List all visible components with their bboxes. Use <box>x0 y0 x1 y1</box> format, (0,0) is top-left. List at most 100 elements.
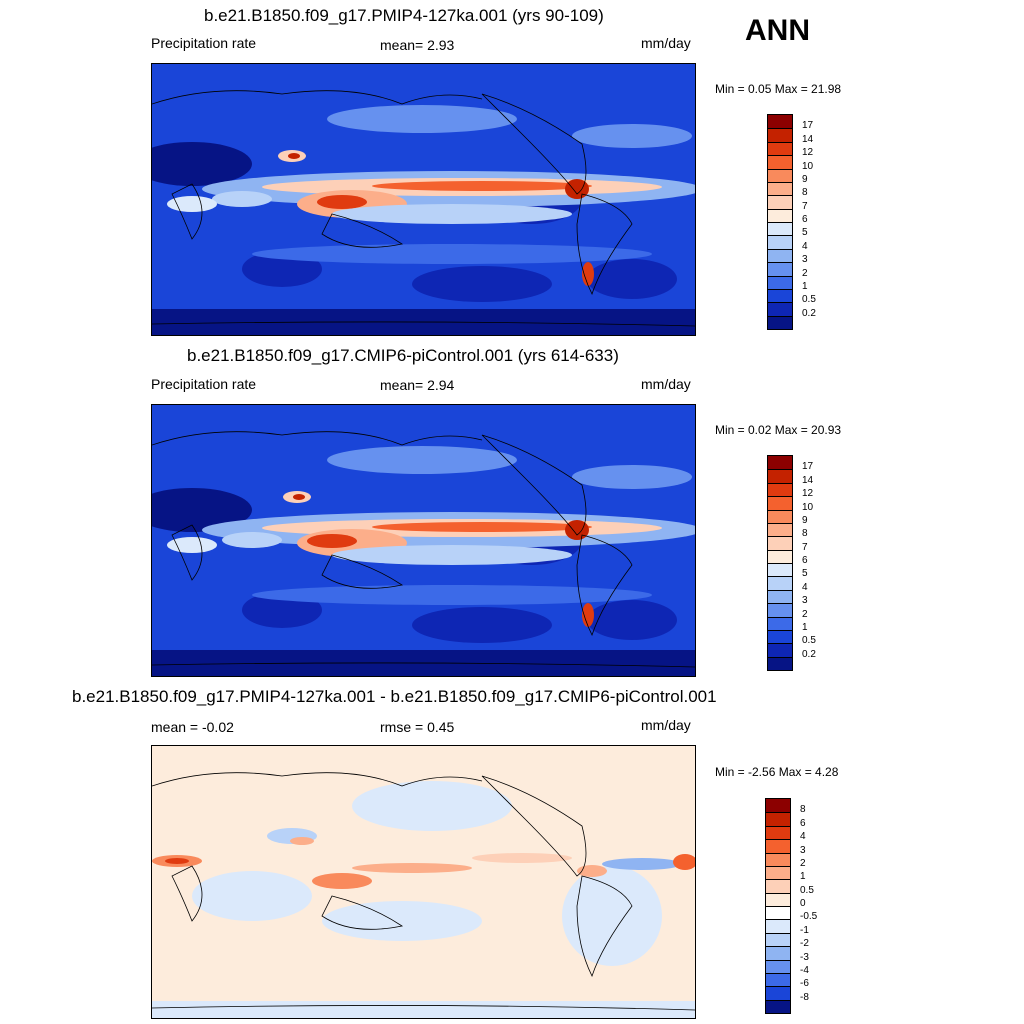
colorbar-tick-label: 0.5 <box>802 635 816 647</box>
colorbar-tick-label: 8 <box>802 528 808 540</box>
colorbar-segment <box>768 563 792 577</box>
colorbar-tick-label: 1 <box>802 621 808 633</box>
colorbar-segment <box>766 839 790 853</box>
panel-2-colorbar <box>767 455 793 671</box>
colorbar-segment <box>766 812 790 826</box>
panel-1-title: b.e21.B1850.f09_g17.PMIP4-127ka.001 (yrs… <box>204 6 604 25</box>
colorbar-segment <box>766 799 790 813</box>
colorbar-segment <box>766 865 790 880</box>
season-label: ANN <box>745 14 810 47</box>
colorbar-tick-label: 2 <box>802 267 808 279</box>
colorbar-segment <box>768 456 792 470</box>
colorbar-tick-label: 9 <box>802 514 808 526</box>
colorbar-segment <box>768 576 792 590</box>
colorbar-tick-label: 1 <box>802 280 808 292</box>
colorbar-tick-label: -0.5 <box>800 911 818 923</box>
colorbar-segment <box>768 262 792 276</box>
colorbar-tick-label: 0.2 <box>802 648 816 660</box>
colorbar-tick-label: 12 <box>802 147 814 159</box>
colorbar-tick-label: 5 <box>802 227 808 239</box>
colorbar-segment <box>768 181 792 196</box>
colorbar-tick-label: 2 <box>800 857 806 869</box>
colorbar-tick-label: 2 <box>802 608 808 620</box>
colorbar-segment <box>768 616 792 630</box>
colorbar-segment <box>766 879 790 893</box>
colorbar-tick-label: -2 <box>800 938 809 950</box>
colorbar-tick-label: 12 <box>802 488 814 500</box>
panel-3-minmax-label: Min = -2.56 Max = 4.28 <box>715 765 839 779</box>
colorbar-tick-label: -4 <box>800 964 809 976</box>
colorbar-tick-label: 1 <box>800 871 806 883</box>
panel-3-mean-label: mean = -0.02 <box>151 719 234 735</box>
colorbar-tick-label: 3 <box>802 254 808 266</box>
colorbar-segment <box>766 919 790 933</box>
colorbar-tick-label: 6 <box>802 555 808 566</box>
colorbar-tick-label: 8 <box>800 804 806 816</box>
colorbar-segment <box>766 972 790 987</box>
colorbar-segment <box>768 629 792 644</box>
colorbar-segment <box>768 208 792 222</box>
colorbar-segment <box>768 195 792 209</box>
colorbar-segment <box>766 932 790 947</box>
colorbar-tick-label: 6 <box>800 817 806 829</box>
colorbar-tick-label: 3 <box>800 844 806 856</box>
colorbar-segment <box>768 522 792 537</box>
panel-1-units-label: mm/day <box>641 35 691 51</box>
colorbar-segment <box>766 906 790 920</box>
panel-3-units-label: mm/day <box>641 717 691 733</box>
colorbar-tick-label: 4 <box>800 831 806 843</box>
colorbar-segment <box>766 825 790 840</box>
colorbar-segment <box>768 115 792 129</box>
colorbar-tick-label: -6 <box>800 978 809 990</box>
colorbar-segment <box>768 222 792 236</box>
colorbar-segment <box>768 643 792 657</box>
colorbar-segment <box>768 656 792 670</box>
panel-3-rmse-label: rmse = 0.45 <box>380 719 455 735</box>
colorbar-segment <box>768 482 792 497</box>
colorbar-segment <box>768 549 792 563</box>
panel-2-variable-label: Precipitation rate <box>151 376 257 392</box>
colorbar-tick-label: 17 <box>802 120 814 132</box>
colorbar-segment <box>766 986 790 1000</box>
colorbar-segment <box>768 469 792 483</box>
colorbar-segment <box>766 852 790 866</box>
panel-1-variable-label: Precipitation rate <box>151 35 257 51</box>
colorbar-tick-label: 7 <box>802 200 808 212</box>
colorbar-segment <box>768 275 792 289</box>
colorbar-segment <box>768 168 792 182</box>
colorbar-tick-label: 0.5 <box>802 294 816 306</box>
panel-3-title: b.e21.B1850.f09_g17.PMIP4-127ka.001 - b.… <box>72 687 717 706</box>
colorbar-segment <box>768 248 792 263</box>
colorbar-tick-label: 5 <box>802 568 808 580</box>
panel-2-minmax-label: Min = 0.02 Max = 20.93 <box>715 423 842 437</box>
panel-1-colorbar <box>767 114 793 330</box>
colorbar-tick-label: 0.2 <box>802 307 816 319</box>
colorbar-tick-label: -1 <box>800 924 809 936</box>
colorbar-tick-label: 0 <box>800 898 806 909</box>
colorbar-tick-label: 10 <box>802 160 814 172</box>
colorbar-segment <box>766 946 790 960</box>
panel-2-mean-label: mean= 2.94 <box>380 377 455 393</box>
panel-2-map <box>151 404 696 677</box>
panel-3-colorbar <box>765 798 791 1014</box>
colorbar-segment <box>768 155 792 169</box>
panel-1-map <box>151 63 696 336</box>
colorbar-tick-label: 9 <box>802 173 808 185</box>
colorbar-tick-label: 14 <box>802 474 814 486</box>
colorbar-segment <box>768 496 792 510</box>
colorbar-segment <box>766 999 790 1013</box>
colorbar-segment <box>766 892 790 906</box>
panel-1-minmax-label: Min = 0.05 Max = 21.98 <box>715 82 842 96</box>
colorbar-tick-label: 0.5 <box>800 884 814 896</box>
colorbar-tick-label: 6 <box>802 214 808 225</box>
colorbar-segment <box>768 141 792 156</box>
colorbar-segment <box>768 128 792 142</box>
colorbar-segment <box>768 603 792 617</box>
panel-1-mean-label: mean= 2.93 <box>380 37 455 53</box>
colorbar-segment <box>768 315 792 329</box>
colorbar-tick-label: 14 <box>802 133 814 145</box>
colorbar-segment <box>768 288 792 303</box>
colorbar-segment <box>768 302 792 316</box>
colorbar-tick-label: -8 <box>800 991 809 1003</box>
colorbar-segment <box>768 589 792 604</box>
